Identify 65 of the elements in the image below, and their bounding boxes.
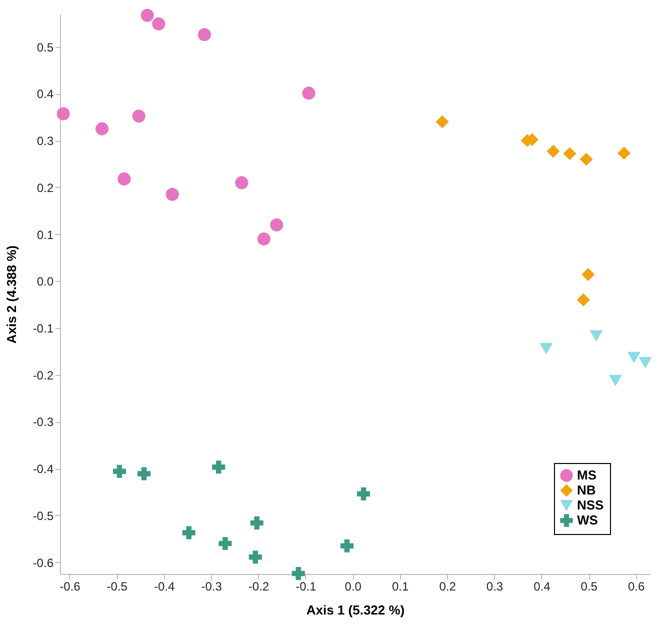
point	[270, 218, 284, 232]
legend-label: MS	[577, 468, 597, 482]
point	[212, 460, 226, 474]
point	[580, 152, 593, 166]
legend-label: NB	[577, 482, 596, 498]
y-tick-label: -0.2	[32, 368, 54, 382]
x-tick-label: -0.5	[106, 580, 128, 594]
point	[152, 17, 166, 30]
legend-label: NSS	[577, 498, 604, 512]
point	[250, 516, 264, 530]
x-tick-label: 0.6	[628, 580, 646, 594]
point	[248, 550, 262, 564]
legend-label: WS	[577, 512, 598, 528]
point	[609, 374, 622, 386]
y-tick-label: 0.3	[36, 134, 54, 148]
x-tick-label: -0.6	[60, 580, 81, 594]
point	[166, 188, 179, 201]
point	[618, 146, 631, 160]
y-tick-label: 0.1	[36, 228, 54, 242]
x-tick-label: 0.2	[439, 580, 456, 594]
point	[95, 122, 109, 136]
y-tick-label: -0.5	[32, 508, 54, 523]
point	[563, 147, 576, 160]
x-tick-label: 0.5	[580, 580, 598, 594]
y-tick-label: 0.4	[36, 87, 54, 102]
point	[140, 8, 154, 22]
point	[638, 357, 652, 368]
point	[56, 107, 70, 120]
point	[340, 539, 354, 552]
point	[436, 115, 449, 128]
point	[257, 232, 270, 246]
x-tick-label: 0.3	[486, 580, 504, 594]
x-tick-label: -0.1	[296, 580, 317, 594]
point	[302, 86, 316, 100]
point	[576, 293, 590, 306]
point	[198, 28, 211, 42]
y-tick-label: 0.2	[36, 180, 54, 195]
y-tick-label: 0.0	[36, 274, 54, 289]
point	[132, 110, 146, 123]
y-axis-title: Axis 2 (4.388 %)	[4, 245, 19, 344]
point	[627, 352, 640, 364]
point	[292, 567, 305, 580]
y-tick-label: -0.4	[32, 462, 54, 476]
x-tick-label: 0.0	[344, 580, 362, 594]
y-tick-label: 0.5	[36, 40, 54, 54]
x-tick-label: -0.4	[154, 580, 175, 594]
point	[112, 464, 126, 478]
point	[540, 342, 553, 354]
x-tick-label: -0.2	[248, 580, 270, 594]
x-tick-label: 0.4	[534, 580, 551, 594]
point	[218, 537, 232, 550]
point	[582, 268, 595, 282]
y-tick-label: -0.3	[32, 415, 54, 430]
point	[137, 467, 151, 480]
point	[235, 176, 248, 190]
x-tick-label: -0.3	[201, 580, 222, 594]
point	[590, 330, 603, 342]
y-tick-label: -0.1	[32, 321, 54, 336]
x-tick-label: 0.1	[392, 580, 410, 594]
point	[546, 144, 560, 158]
point	[356, 487, 370, 500]
x-axis-title: Axis 1 (5.322 %)	[306, 602, 405, 618]
y-tick-label: -0.6	[32, 556, 54, 570]
point	[182, 526, 196, 540]
point	[118, 172, 131, 186]
